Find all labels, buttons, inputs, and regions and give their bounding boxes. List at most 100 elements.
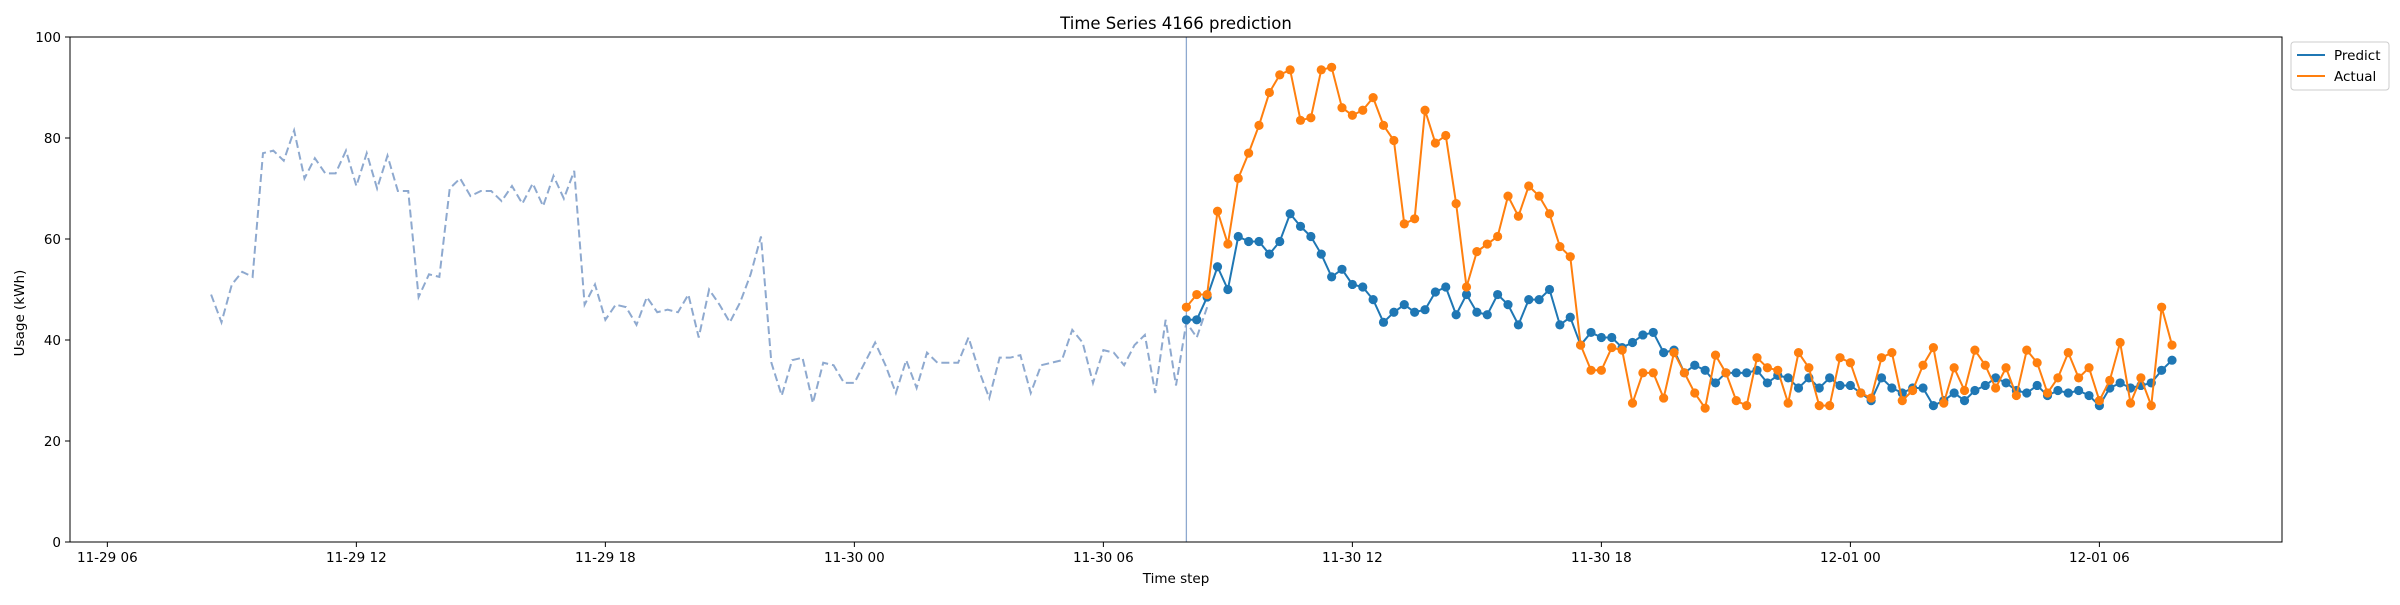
- data-point-actual: [2011, 390, 2021, 401]
- data-point-predict: [1835, 380, 1845, 391]
- data-point-actual: [1264, 87, 1274, 98]
- data-point-actual: [1783, 398, 1793, 408]
- data-point-predict: [1555, 320, 1565, 330]
- data-point-actual: [1192, 289, 1202, 300]
- data-point-actual: [2094, 396, 2104, 406]
- data-point-actual: [1876, 353, 1887, 363]
- data-point-predict: [1306, 231, 1316, 242]
- data-point-actual: [1451, 199, 1461, 209]
- data-point-actual: [1835, 353, 1845, 363]
- data-point-predict: [1887, 383, 1897, 393]
- data-point-actual: [2146, 401, 2156, 411]
- data-point-actual: [1555, 241, 1565, 252]
- data-point-actual: [1887, 348, 1897, 358]
- x-tick-label: 11-29 18: [575, 550, 636, 566]
- y-tick-label: 100: [35, 30, 61, 46]
- data-point-actual: [1959, 385, 1970, 396]
- data-point-actual: [1472, 247, 1482, 257]
- data-point-predict: [1451, 310, 1461, 320]
- data-point-actual: [1212, 206, 1223, 216]
- data-point-predict: [2167, 355, 2177, 365]
- data-point-actual: [1752, 353, 1762, 363]
- data-point-predict: [1565, 312, 1575, 322]
- data-point-predict: [1949, 388, 1959, 398]
- data-point-actual: [2042, 388, 2053, 398]
- data-point-predict: [1959, 396, 1970, 406]
- data-point-actual: [1773, 365, 1783, 375]
- data-point-predict: [1928, 401, 1938, 411]
- data-point-actual: [1710, 350, 1721, 360]
- data-point-predict: [1441, 282, 1451, 292]
- data-point-actual: [1617, 345, 1627, 355]
- data-point-predict: [1233, 231, 1243, 242]
- plot-area: [210, 37, 2177, 542]
- data-point-predict: [1254, 236, 1264, 247]
- data-point-actual: [1295, 115, 1306, 125]
- data-point-predict: [2001, 378, 2011, 388]
- data-point-actual: [1690, 388, 1700, 398]
- data-point-actual: [1596, 365, 1606, 375]
- data-point-actual: [1586, 365, 1596, 375]
- data-point-actual: [1430, 138, 1440, 148]
- data-point-actual: [1389, 135, 1399, 146]
- data-point-predict: [1316, 249, 1326, 259]
- data-point-actual: [1928, 342, 1938, 353]
- x-tick-label: 11-30 18: [1571, 550, 1632, 566]
- data-point-actual: [1368, 93, 1378, 103]
- legend-label-actual: Actual: [2334, 69, 2376, 85]
- y-tick-label: 40: [44, 333, 61, 349]
- data-point-predict: [1264, 249, 1274, 259]
- data-point-predict: [1876, 373, 1887, 383]
- data-point-actual: [1327, 62, 1337, 72]
- data-point-predict: [2053, 385, 2063, 396]
- data-point-predict: [1181, 315, 1191, 325]
- data-point-predict: [1762, 378, 1772, 388]
- data-point-predict: [1368, 295, 1378, 305]
- data-point-predict: [1358, 282, 1368, 292]
- data-point-actual: [1275, 70, 1285, 80]
- data-point-predict: [1327, 272, 1337, 282]
- data-point-actual: [1202, 289, 1212, 300]
- data-point-actual: [1742, 401, 1752, 411]
- data-point-actual: [1316, 65, 1326, 75]
- y-tick-label: 0: [52, 535, 61, 551]
- data-point-predict: [1461, 289, 1472, 300]
- data-point-actual: [1918, 360, 1928, 370]
- data-point-actual: [1814, 401, 1824, 411]
- data-point-predict: [1493, 289, 1503, 300]
- data-point-actual: [2074, 373, 2084, 383]
- data-point-actual: [2063, 348, 2073, 358]
- data-point-predict: [1472, 307, 1482, 317]
- data-point-actual: [1441, 130, 1451, 141]
- x-tick-label: 11-30 06: [1073, 550, 1134, 566]
- series-actual: [1181, 62, 2177, 413]
- data-point-actual: [2167, 340, 2177, 350]
- data-point-actual: [1513, 211, 1523, 221]
- data-point-predict: [1378, 317, 1389, 327]
- data-point-predict: [1980, 380, 1990, 391]
- data-point-predict: [2063, 388, 2073, 398]
- data-point-predict: [2115, 378, 2125, 388]
- data-point-actual: [1762, 363, 1772, 373]
- data-point-predict: [1337, 264, 1347, 274]
- data-point-predict: [1275, 236, 1285, 247]
- data-point-actual: [1731, 396, 1741, 406]
- data-point-actual: [2115, 337, 2125, 348]
- data-point-predict: [1534, 295, 1544, 305]
- data-point-actual: [1980, 360, 1990, 370]
- y-tick-label: 80: [44, 131, 61, 147]
- data-point-predict: [2074, 385, 2084, 396]
- legend-label-predict: Predict: [2334, 48, 2381, 64]
- data-point-predict: [1783, 373, 1793, 383]
- data-point-predict: [1503, 300, 1513, 310]
- data-point-actual: [1700, 403, 1710, 413]
- x-axis-label: Time step: [1142, 571, 1210, 587]
- data-point-actual: [1181, 302, 1191, 312]
- data-point-actual: [1576, 340, 1586, 350]
- data-point-predict: [2084, 390, 2094, 401]
- data-point-predict: [1825, 373, 1835, 383]
- data-point-predict: [1192, 315, 1202, 325]
